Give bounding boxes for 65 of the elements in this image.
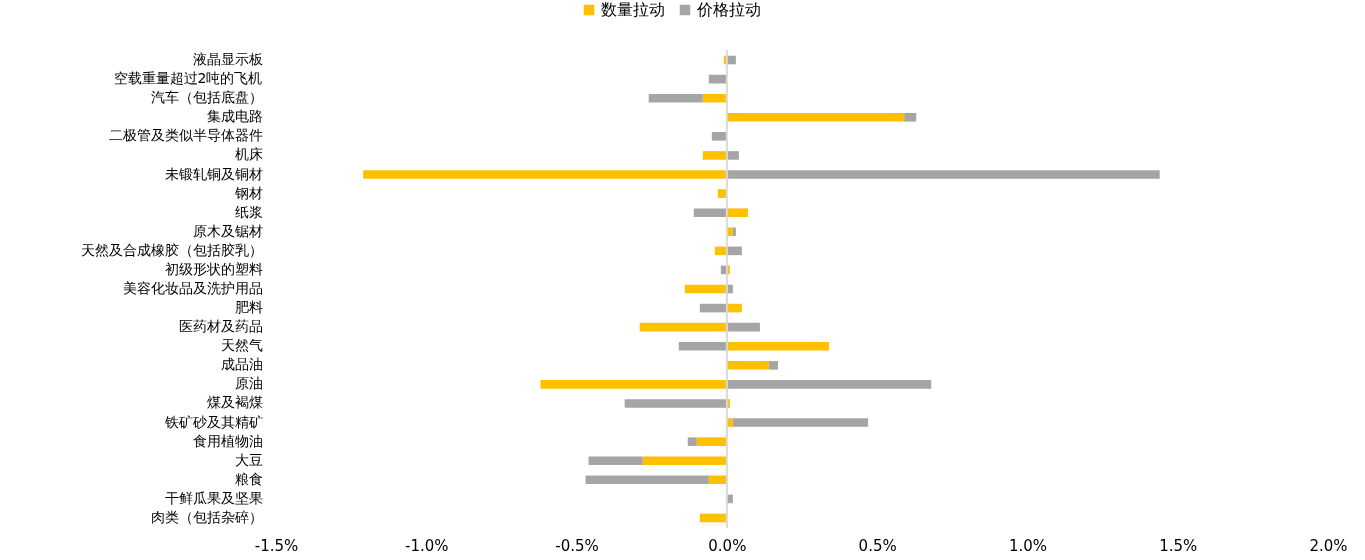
legend-label: 价格拉动 <box>696 0 761 19</box>
y-tick-label: 成品油 <box>220 356 263 373</box>
y-tick-label: 原油 <box>234 375 263 392</box>
bar <box>726 361 769 370</box>
y-tick-label: 医药材及药品 <box>178 318 263 335</box>
y-tick-label: 纸浆 <box>234 203 263 220</box>
bar <box>904 112 917 122</box>
y-tick-label: 初级形状的塑料 <box>164 260 263 277</box>
bar <box>648 93 703 103</box>
y-tick-label: 肥料 <box>234 299 263 316</box>
x-tick-label: -1.0% <box>405 536 449 555</box>
y-tick-label: 集成电路 <box>206 108 263 125</box>
bar <box>699 303 727 313</box>
x-tick-label: 1.0% <box>1008 536 1047 555</box>
bar <box>726 112 905 122</box>
bar <box>726 380 932 389</box>
bar <box>687 437 697 446</box>
y-tick-label: 液晶显示板 <box>192 51 263 68</box>
y-tick-label: 铁矿砂及其精矿 <box>163 413 263 430</box>
x-tick-label: -0.5% <box>555 536 599 555</box>
y-tick-label: 天然气 <box>220 337 263 354</box>
y-tick-label: 钢材 <box>233 184 263 201</box>
y-tick-label: 粮食 <box>234 470 263 487</box>
bar <box>699 513 727 523</box>
x-tick-label: 1.5% <box>1159 536 1198 555</box>
x-tick-label: -1.5% <box>254 536 299 555</box>
x-tick-label: 2.0% <box>1309 536 1348 555</box>
x-tick-label: 0.5% <box>858 536 897 555</box>
bar <box>624 399 727 408</box>
y-tick-label: 干鲜瓜果及坚果 <box>164 489 263 506</box>
y-tick-label: 大豆 <box>234 451 263 468</box>
bar <box>726 341 830 351</box>
bar <box>588 456 643 466</box>
legend-label: 数量拉动 <box>601 0 665 19</box>
x-tick-label: 0.0% <box>708 536 747 555</box>
bar <box>768 361 778 370</box>
y-tick-label: 食用植物油 <box>192 432 263 449</box>
bar <box>711 132 727 141</box>
bar <box>732 418 869 427</box>
bar <box>540 380 727 389</box>
bar <box>726 170 1160 179</box>
y-tick-label: 肉类（包括杂碎） <box>150 508 263 525</box>
bar <box>585 475 709 485</box>
bar <box>702 151 727 160</box>
y-tick-label: 二极管及类似半导体器件 <box>108 127 263 144</box>
bar <box>642 456 727 466</box>
bar <box>732 227 736 237</box>
bar <box>696 437 727 446</box>
bar <box>726 208 748 217</box>
bar <box>363 170 727 179</box>
y-tick-label: 空载重量超过2吨的飞机 <box>113 70 263 87</box>
bar <box>684 284 727 294</box>
y-tick-label: 煤及褐煤 <box>206 394 263 411</box>
bar <box>678 341 727 351</box>
y-tick-label: 机床 <box>234 146 263 163</box>
y-tick-label: 天然及合成橡胶（包括胶乳） <box>80 241 263 258</box>
bar <box>717 189 727 198</box>
bar <box>726 151 739 160</box>
bar <box>639 322 727 332</box>
y-tick-label: 汽车（包括底盘） <box>150 89 263 106</box>
bar <box>726 322 760 332</box>
y-tick-label: 未锻轧铜及铜材 <box>164 165 263 182</box>
bar <box>693 208 727 217</box>
y-tick-label: 美容化妆品及洗护用品 <box>122 280 263 296</box>
y-tick-label: 原木及锯材 <box>192 222 263 239</box>
